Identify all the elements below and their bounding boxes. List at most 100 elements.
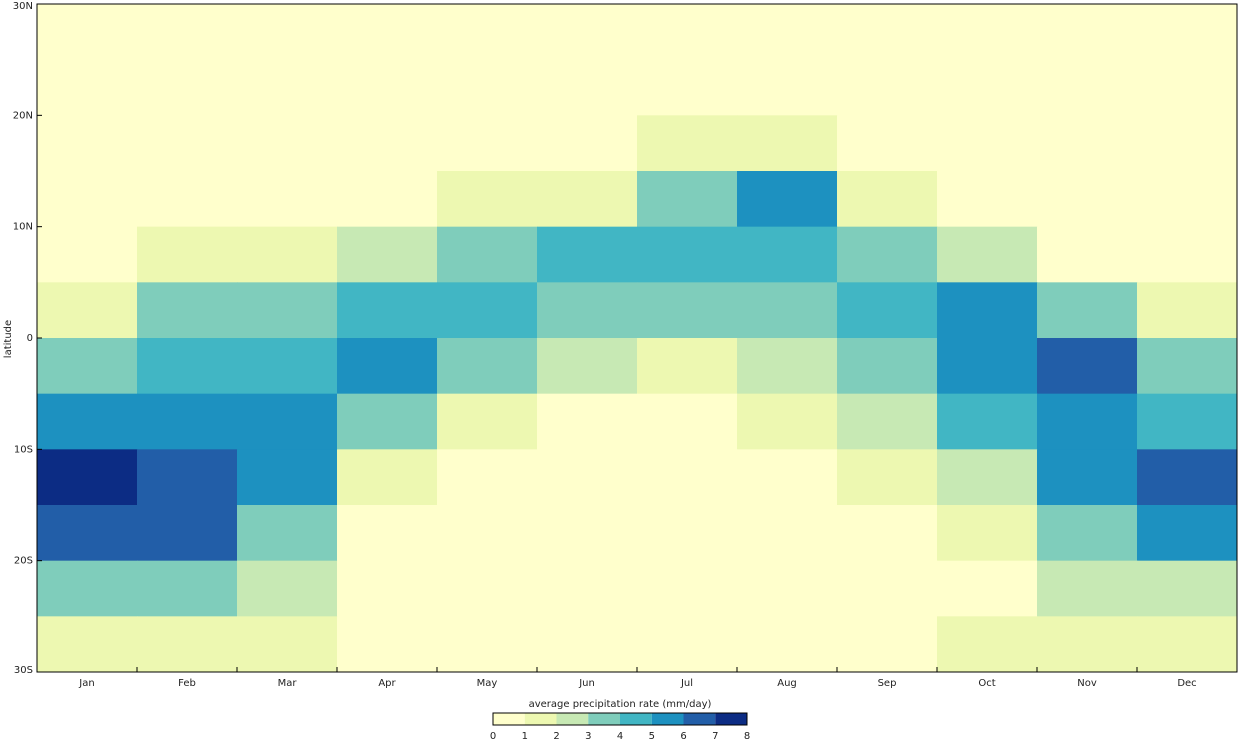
- heat-cell: [737, 115, 838, 172]
- heat-cell: [37, 505, 138, 562]
- heat-cell: [437, 59, 538, 116]
- heat-cell: [237, 226, 338, 283]
- y-tick-label: 30N: [13, 1, 33, 12]
- heat-cell: [1037, 616, 1138, 673]
- heat-cell: [937, 171, 1038, 228]
- heat-cell: [237, 171, 338, 228]
- heat-cell: [737, 338, 838, 395]
- heat-cell: [137, 616, 238, 673]
- heat-cell: [37, 226, 138, 283]
- heat-cell: [337, 282, 438, 339]
- y-tick-label: 10N: [13, 222, 33, 233]
- heat-cell: [537, 393, 638, 450]
- heat-cell: [237, 115, 338, 172]
- heat-cell: [437, 115, 538, 172]
- heat-cell: [737, 171, 838, 228]
- heat-cell: [837, 338, 938, 395]
- x-tick-label: Jan: [78, 678, 94, 689]
- heat-cell: [1037, 560, 1138, 617]
- heat-cell: [137, 171, 238, 228]
- heat-cell: [1037, 338, 1138, 395]
- heat-cell: [337, 226, 438, 283]
- heat-cell: [537, 226, 638, 283]
- heat-cell: [537, 59, 638, 116]
- heat-cell: [437, 4, 538, 61]
- heat-cell: [237, 616, 338, 673]
- heat-cell: [1137, 393, 1238, 450]
- x-tick-label: Feb: [178, 678, 196, 689]
- heat-cell: [737, 282, 838, 339]
- heat-cell: [637, 171, 738, 228]
- heat-cell: [137, 59, 238, 116]
- heat-cell: [137, 115, 238, 172]
- heat-cell: [237, 505, 338, 562]
- heat-cell: [1137, 505, 1238, 562]
- heat-cell: [337, 560, 438, 617]
- heat-cell: [237, 59, 338, 116]
- y-tick-label: 20N: [13, 110, 33, 121]
- heat-cell: [437, 282, 538, 339]
- heat-cell: [937, 449, 1038, 506]
- y-tick-label: 20S: [14, 556, 33, 567]
- heat-cell: [1037, 171, 1138, 228]
- heat-cell: [837, 4, 938, 61]
- heat-cell: [937, 505, 1038, 562]
- heat-cell: [837, 505, 938, 562]
- heat-cell: [1137, 171, 1238, 228]
- heat-cell: [537, 171, 638, 228]
- colorbar-tick-label: 4: [617, 731, 623, 742]
- heat-cell: [1137, 115, 1238, 172]
- heat-cell: [737, 449, 838, 506]
- heat-cell: [837, 449, 938, 506]
- heat-cell: [437, 171, 538, 228]
- heat-cell: [1037, 59, 1138, 116]
- heat-cell: [837, 560, 938, 617]
- heat-cell: [937, 393, 1038, 450]
- heat-cell: [537, 616, 638, 673]
- heat-cell: [1137, 449, 1238, 506]
- x-tick-label: Dec: [1177, 678, 1196, 689]
- heat-cell: [1137, 560, 1238, 617]
- heat-cell: [537, 4, 638, 61]
- heat-cell: [137, 393, 238, 450]
- heat-cell: [1037, 393, 1138, 450]
- heat-cell: [937, 616, 1038, 673]
- x-tick-label: Mar: [278, 678, 298, 689]
- colorbar-swatch: [556, 713, 589, 725]
- heat-cell: [437, 226, 538, 283]
- heat-cell: [937, 115, 1038, 172]
- heat-cell: [337, 505, 438, 562]
- heat-cell: [37, 338, 138, 395]
- heat-cell: [337, 393, 438, 450]
- heat-cell: [837, 282, 938, 339]
- heat-cell: [137, 4, 238, 61]
- heat-cell: [137, 449, 238, 506]
- heat-cell: [937, 338, 1038, 395]
- heat-cell: [37, 449, 138, 506]
- heat-cell: [137, 282, 238, 339]
- y-axis-label: latitude: [3, 320, 14, 358]
- heat-cell: [237, 338, 338, 395]
- y-tick-label: 10S: [14, 444, 33, 455]
- heat-cell: [637, 560, 738, 617]
- heat-cell: [437, 616, 538, 673]
- colorbar-title: average precipitation rate (mm/day): [529, 699, 712, 710]
- colorbar-swatch: [493, 713, 525, 725]
- heat-cell: [1137, 616, 1238, 673]
- heat-cell: [37, 282, 138, 339]
- heat-cell: [1137, 4, 1238, 61]
- heat-cell: [337, 338, 438, 395]
- x-tick-label: Sep: [878, 678, 897, 689]
- colorbar-tick-label: 5: [649, 731, 655, 742]
- heat-cell: [1137, 338, 1238, 395]
- heat-cell: [337, 115, 438, 172]
- heat-cell: [737, 59, 838, 116]
- heat-cell: [737, 4, 838, 61]
- heat-cell: [837, 616, 938, 673]
- heat-cell: [237, 282, 338, 339]
- heat-cell: [837, 171, 938, 228]
- heat-cell: [937, 282, 1038, 339]
- heat-cell: [537, 338, 638, 395]
- heat-cell: [137, 338, 238, 395]
